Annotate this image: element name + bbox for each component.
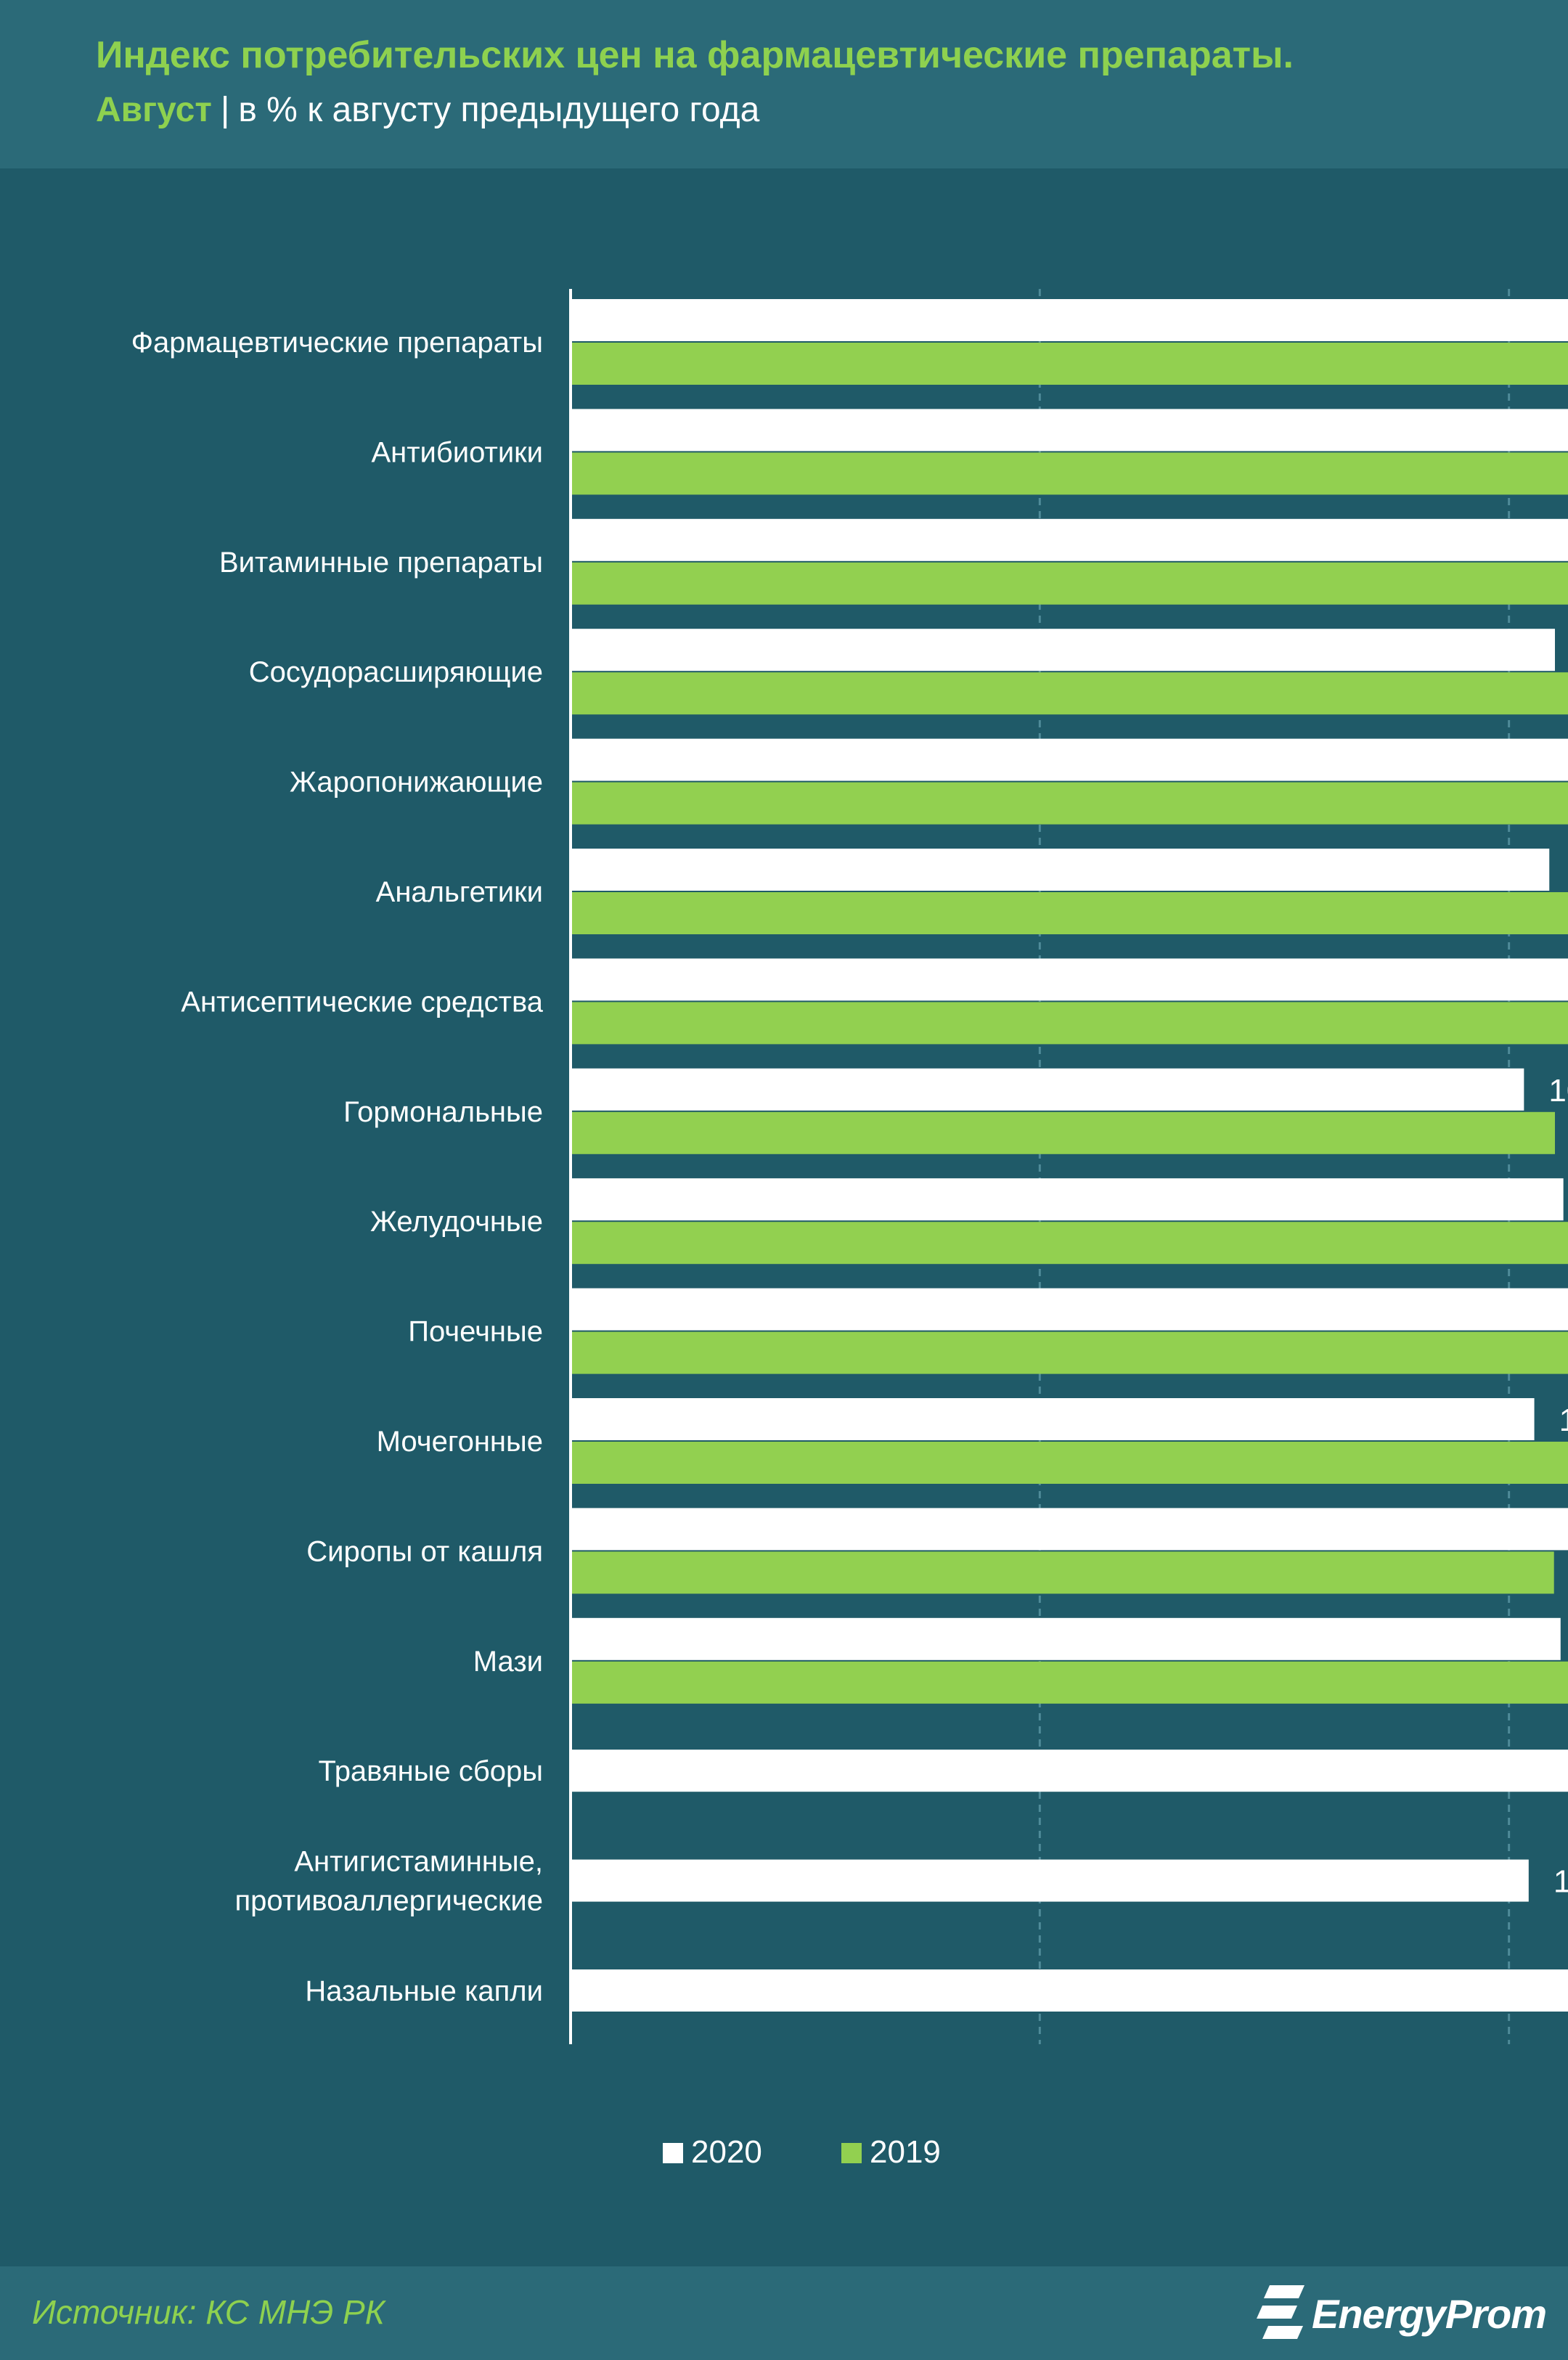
data-label-2020: 102,7 <box>1559 1402 1568 1438</box>
source-note: Источник: КС МНЭ РК <box>32 2293 385 2331</box>
bar-2020 <box>571 738 1568 781</box>
subtitle-month: Август <box>96 91 212 129</box>
bar-2020 <box>571 849 1550 891</box>
legend-swatch-2020 <box>663 2143 683 2163</box>
bar-2019 <box>571 343 1568 385</box>
bar-2020 <box>571 1178 1564 1221</box>
bar-2019 <box>571 672 1568 715</box>
bar-2020 <box>571 409 1568 452</box>
category-label: Антисептические средства <box>181 986 543 1018</box>
category-label: Антигистаминные, <box>294 1846 543 1878</box>
bar-2019 <box>571 562 1568 605</box>
bar-2019 <box>571 1111 1556 1154</box>
category-label: Назальные капли <box>305 1975 543 2007</box>
chart-title: Индекс потребительских цен на фармацевти… <box>96 34 1294 76</box>
category-label: противоаллергические <box>234 1885 543 1917</box>
bar-2020 <box>571 1288 1568 1331</box>
bar-chart: 108,7108,3Фармацевтические препараты110,… <box>131 289 1568 2170</box>
chart-subtitle: Август | в % к августу предыдущего года <box>96 90 759 130</box>
bar-2019 <box>571 1222 1568 1265</box>
subtitle-separator: | <box>220 91 230 129</box>
bar-2019 <box>571 782 1568 825</box>
bar-2020 <box>571 518 1568 561</box>
bar-2019 <box>571 1331 1568 1374</box>
legend-label-2020: 2020 <box>691 2134 762 2170</box>
bar-2020 <box>571 958 1568 1001</box>
category-label: Гормональные <box>343 1096 543 1128</box>
logo-text: EnergyProm <box>1312 2290 1547 2337</box>
energyprom-logo: EnergyProm <box>1254 2281 1547 2346</box>
category-label: Мочегонные <box>377 1426 543 1458</box>
data-label-2020: 102,1 <box>1553 1864 1568 1900</box>
category-label: Мази <box>473 1646 543 1678</box>
bar-2020 <box>571 629 1556 671</box>
bar-2019 <box>571 452 1568 495</box>
category-label: Витаминные препараты <box>219 547 543 579</box>
bar-2020 <box>571 299 1568 341</box>
category-label: Почечные <box>408 1316 543 1348</box>
bar-2019 <box>571 1661 1568 1704</box>
data-label-2020: 101,6 <box>1548 1073 1568 1108</box>
category-label: Сиропы от кашля <box>306 1535 543 1567</box>
bar-2019 <box>571 1002 1568 1045</box>
legend-label-2019: 2019 <box>870 2134 941 2170</box>
category-label: Жаропонижающие <box>290 767 543 799</box>
legend-swatch-2019 <box>841 2143 862 2163</box>
header-band: Индекс потребительских цен на фармацевти… <box>0 0 1568 168</box>
bar-2020 <box>571 1749 1568 1792</box>
energyprom-logo-icon <box>1257 2285 1304 2339</box>
bar-2020 <box>571 1969 1568 2012</box>
bar-2019 <box>571 1551 1554 1594</box>
category-label: Желудочные <box>370 1206 543 1238</box>
subtitle-unit: в % к августу предыдущего года <box>238 91 760 129</box>
bar-2020 <box>571 1859 1529 1902</box>
bar-2020 <box>571 1617 1561 1660</box>
category-label: Антибиотики <box>371 436 543 468</box>
category-label: Анальгетики <box>376 876 543 908</box>
category-label: Фармацевтические препараты <box>131 327 543 359</box>
bar-2020 <box>571 1508 1568 1551</box>
bar-2020 <box>571 1398 1535 1440</box>
bar-2019 <box>571 1442 1568 1484</box>
bar-2020 <box>571 1068 1524 1111</box>
footer-band: Источник: КС МНЭ РК EnergyProm <box>0 2266 1568 2360</box>
category-label: Сосудорасширяющие <box>249 656 543 688</box>
bar-2019 <box>571 892 1568 934</box>
category-label: Травяные сборы <box>319 1755 544 1787</box>
